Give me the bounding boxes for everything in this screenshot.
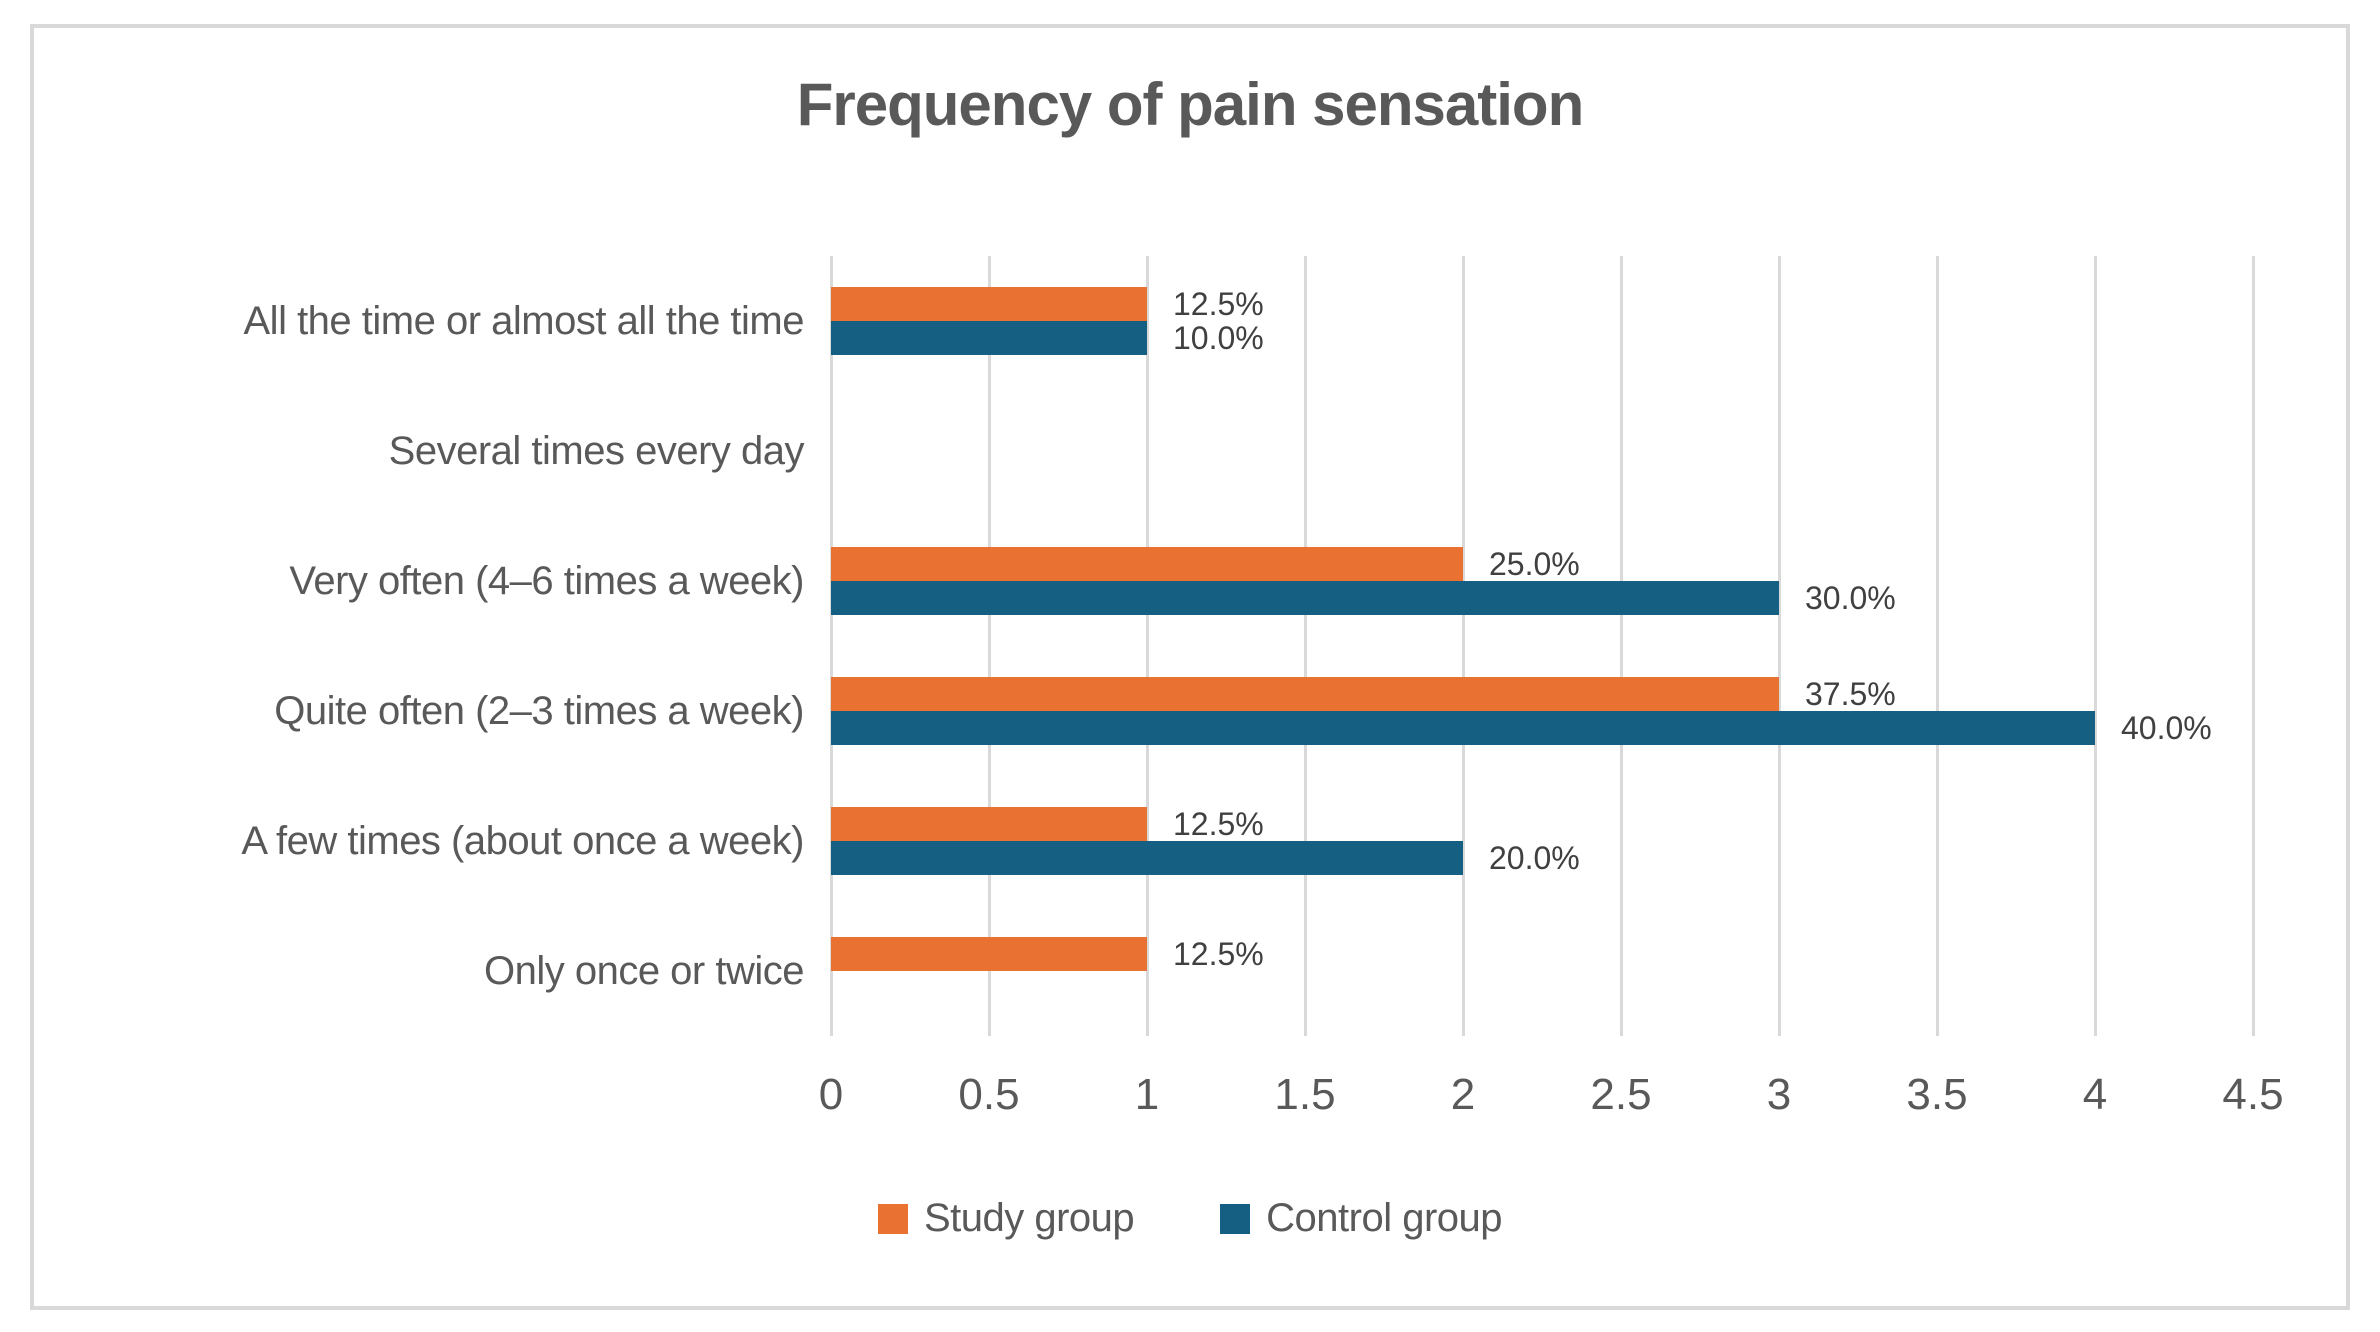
bar-row: 12.5%: [831, 906, 2253, 1036]
x-axis: 0 0.5 1 1.5 2 2.5 3 3.5 4 4.5: [819, 1070, 2284, 1130]
legend: Study group Control group: [34, 1196, 2346, 1241]
legend-swatch-control-group: [1220, 1203, 1251, 1234]
category-label: Only once or twice: [483, 948, 805, 993]
bar-study-group: [831, 287, 1147, 321]
data-label: 25.0%: [1489, 546, 1580, 582]
category-label: Quite often (2–3 times a week): [274, 688, 804, 733]
bar-row: 37.5% 40.0%: [831, 646, 2253, 776]
legend-swatch-study-group: [877, 1203, 908, 1234]
x-tick-label: 0: [818, 1070, 844, 1119]
gridline: [1936, 256, 1939, 1036]
data-label: 40.0%: [2121, 710, 2212, 746]
data-label: 12.5%: [1173, 936, 1264, 972]
gridline: [2252, 256, 2255, 1036]
bar-study-group: [831, 807, 1147, 841]
category-axis: All the time or almost all the time Sever…: [42, 256, 804, 1036]
x-tick-label: 4: [2082, 1070, 2108, 1119]
gridline: [1462, 256, 1465, 1036]
x-tick-label: 2.5: [1590, 1070, 1652, 1119]
x-tick-label: 0.5: [958, 1070, 1020, 1119]
data-label: 12.5%: [1173, 286, 1264, 322]
data-label: 20.0%: [1489, 840, 1580, 876]
legend-label: Control group: [1266, 1196, 1503, 1240]
data-label: 12.5%: [1173, 806, 1264, 842]
x-tick-label: 3: [1766, 1070, 1792, 1119]
legend-item-study-group: Study group: [877, 1196, 1135, 1241]
category-label: Several times every day: [388, 428, 805, 473]
bar-study-group: [831, 677, 1779, 711]
bar-row: 25.0% 30.0%: [831, 516, 2253, 646]
gridline: [830, 256, 833, 1036]
category-label: A few times (about once a week): [241, 818, 804, 863]
x-tick-label: 1.5: [1274, 1070, 1336, 1119]
x-tick-label: 3.5: [1906, 1070, 1968, 1119]
legend-label: Study group: [923, 1196, 1135, 1240]
data-label: 37.5%: [1805, 676, 1896, 712]
bar-row: [831, 386, 2253, 516]
category-label: Very often (4–6 times a week): [289, 558, 804, 603]
gridline: [1304, 256, 1307, 1036]
bar-control-group: [831, 581, 1779, 615]
x-tick-label: 1: [1134, 1070, 1160, 1119]
bar-control-group: [831, 841, 1463, 875]
bar-control-group: [831, 321, 1147, 355]
x-tick-label: 4.5: [2222, 1070, 2284, 1119]
data-label: 10.0%: [1173, 320, 1264, 356]
gridline: [1620, 256, 1623, 1036]
category-label: All the time or almost all the time: [243, 298, 805, 343]
gridline: [988, 256, 991, 1036]
gridline: [2094, 256, 2097, 1036]
bar-study-group: [831, 937, 1147, 971]
chart-container: Frequency of pain sensation All the time…: [30, 24, 2350, 1310]
gridline: [1778, 256, 1781, 1036]
bar-study-group: [831, 547, 1463, 581]
chart-title: Frequency of pain sensation: [796, 71, 1585, 138]
plot-area: 12.5% 10.0% 25.0% 30.0% 37.5% 40.0% 12.5% 20.0%…: [830, 256, 2255, 1036]
x-tick-label: 2: [1450, 1070, 1476, 1119]
bar-control-group: [831, 711, 2095, 745]
data-label: 30.0%: [1805, 580, 1896, 616]
bar-row: 12.5% 20.0%: [831, 776, 2253, 906]
legend-item-control-group: Control group: [1220, 1196, 1503, 1241]
bar-row: 12.5% 10.0%: [831, 256, 2253, 386]
gridline: [1146, 256, 1149, 1036]
